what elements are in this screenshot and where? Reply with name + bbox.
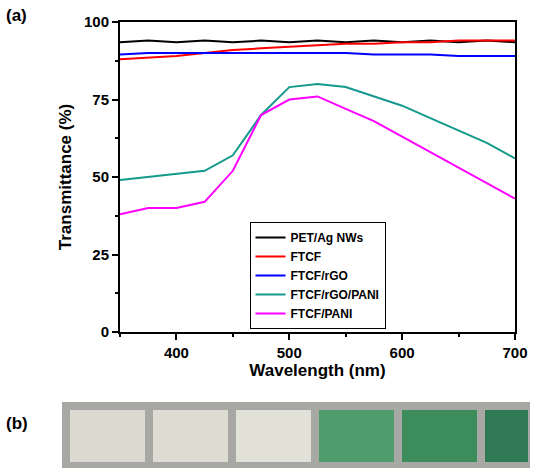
svg-text:Wavelength (nm): Wavelength (nm) <box>249 361 385 380</box>
svg-text:0: 0 <box>101 323 109 340</box>
svg-text:(b): (b) <box>6 414 28 433</box>
svg-text:(a): (a) <box>6 6 27 25</box>
svg-text:FTCF: FTCF <box>291 250 322 264</box>
svg-text:PET/Ag NWs: PET/Ag NWs <box>291 231 364 245</box>
svg-text:Transmittance (%): Transmittance (%) <box>56 104 75 250</box>
svg-text:600: 600 <box>390 344 415 361</box>
svg-text:75: 75 <box>92 91 109 108</box>
svg-text:100: 100 <box>84 13 109 30</box>
svg-text:FTCF/PANI: FTCF/PANI <box>291 307 353 321</box>
svg-text:FTCF/rGO: FTCF/rGO <box>291 269 348 283</box>
svg-text:500: 500 <box>277 344 302 361</box>
svg-text:400: 400 <box>164 344 189 361</box>
svg-text:50: 50 <box>92 168 109 185</box>
svg-text:FTCF/rGO/PANI: FTCF/rGO/PANI <box>291 288 379 302</box>
svg-text:700: 700 <box>502 344 527 361</box>
svg-text:25: 25 <box>92 246 109 263</box>
